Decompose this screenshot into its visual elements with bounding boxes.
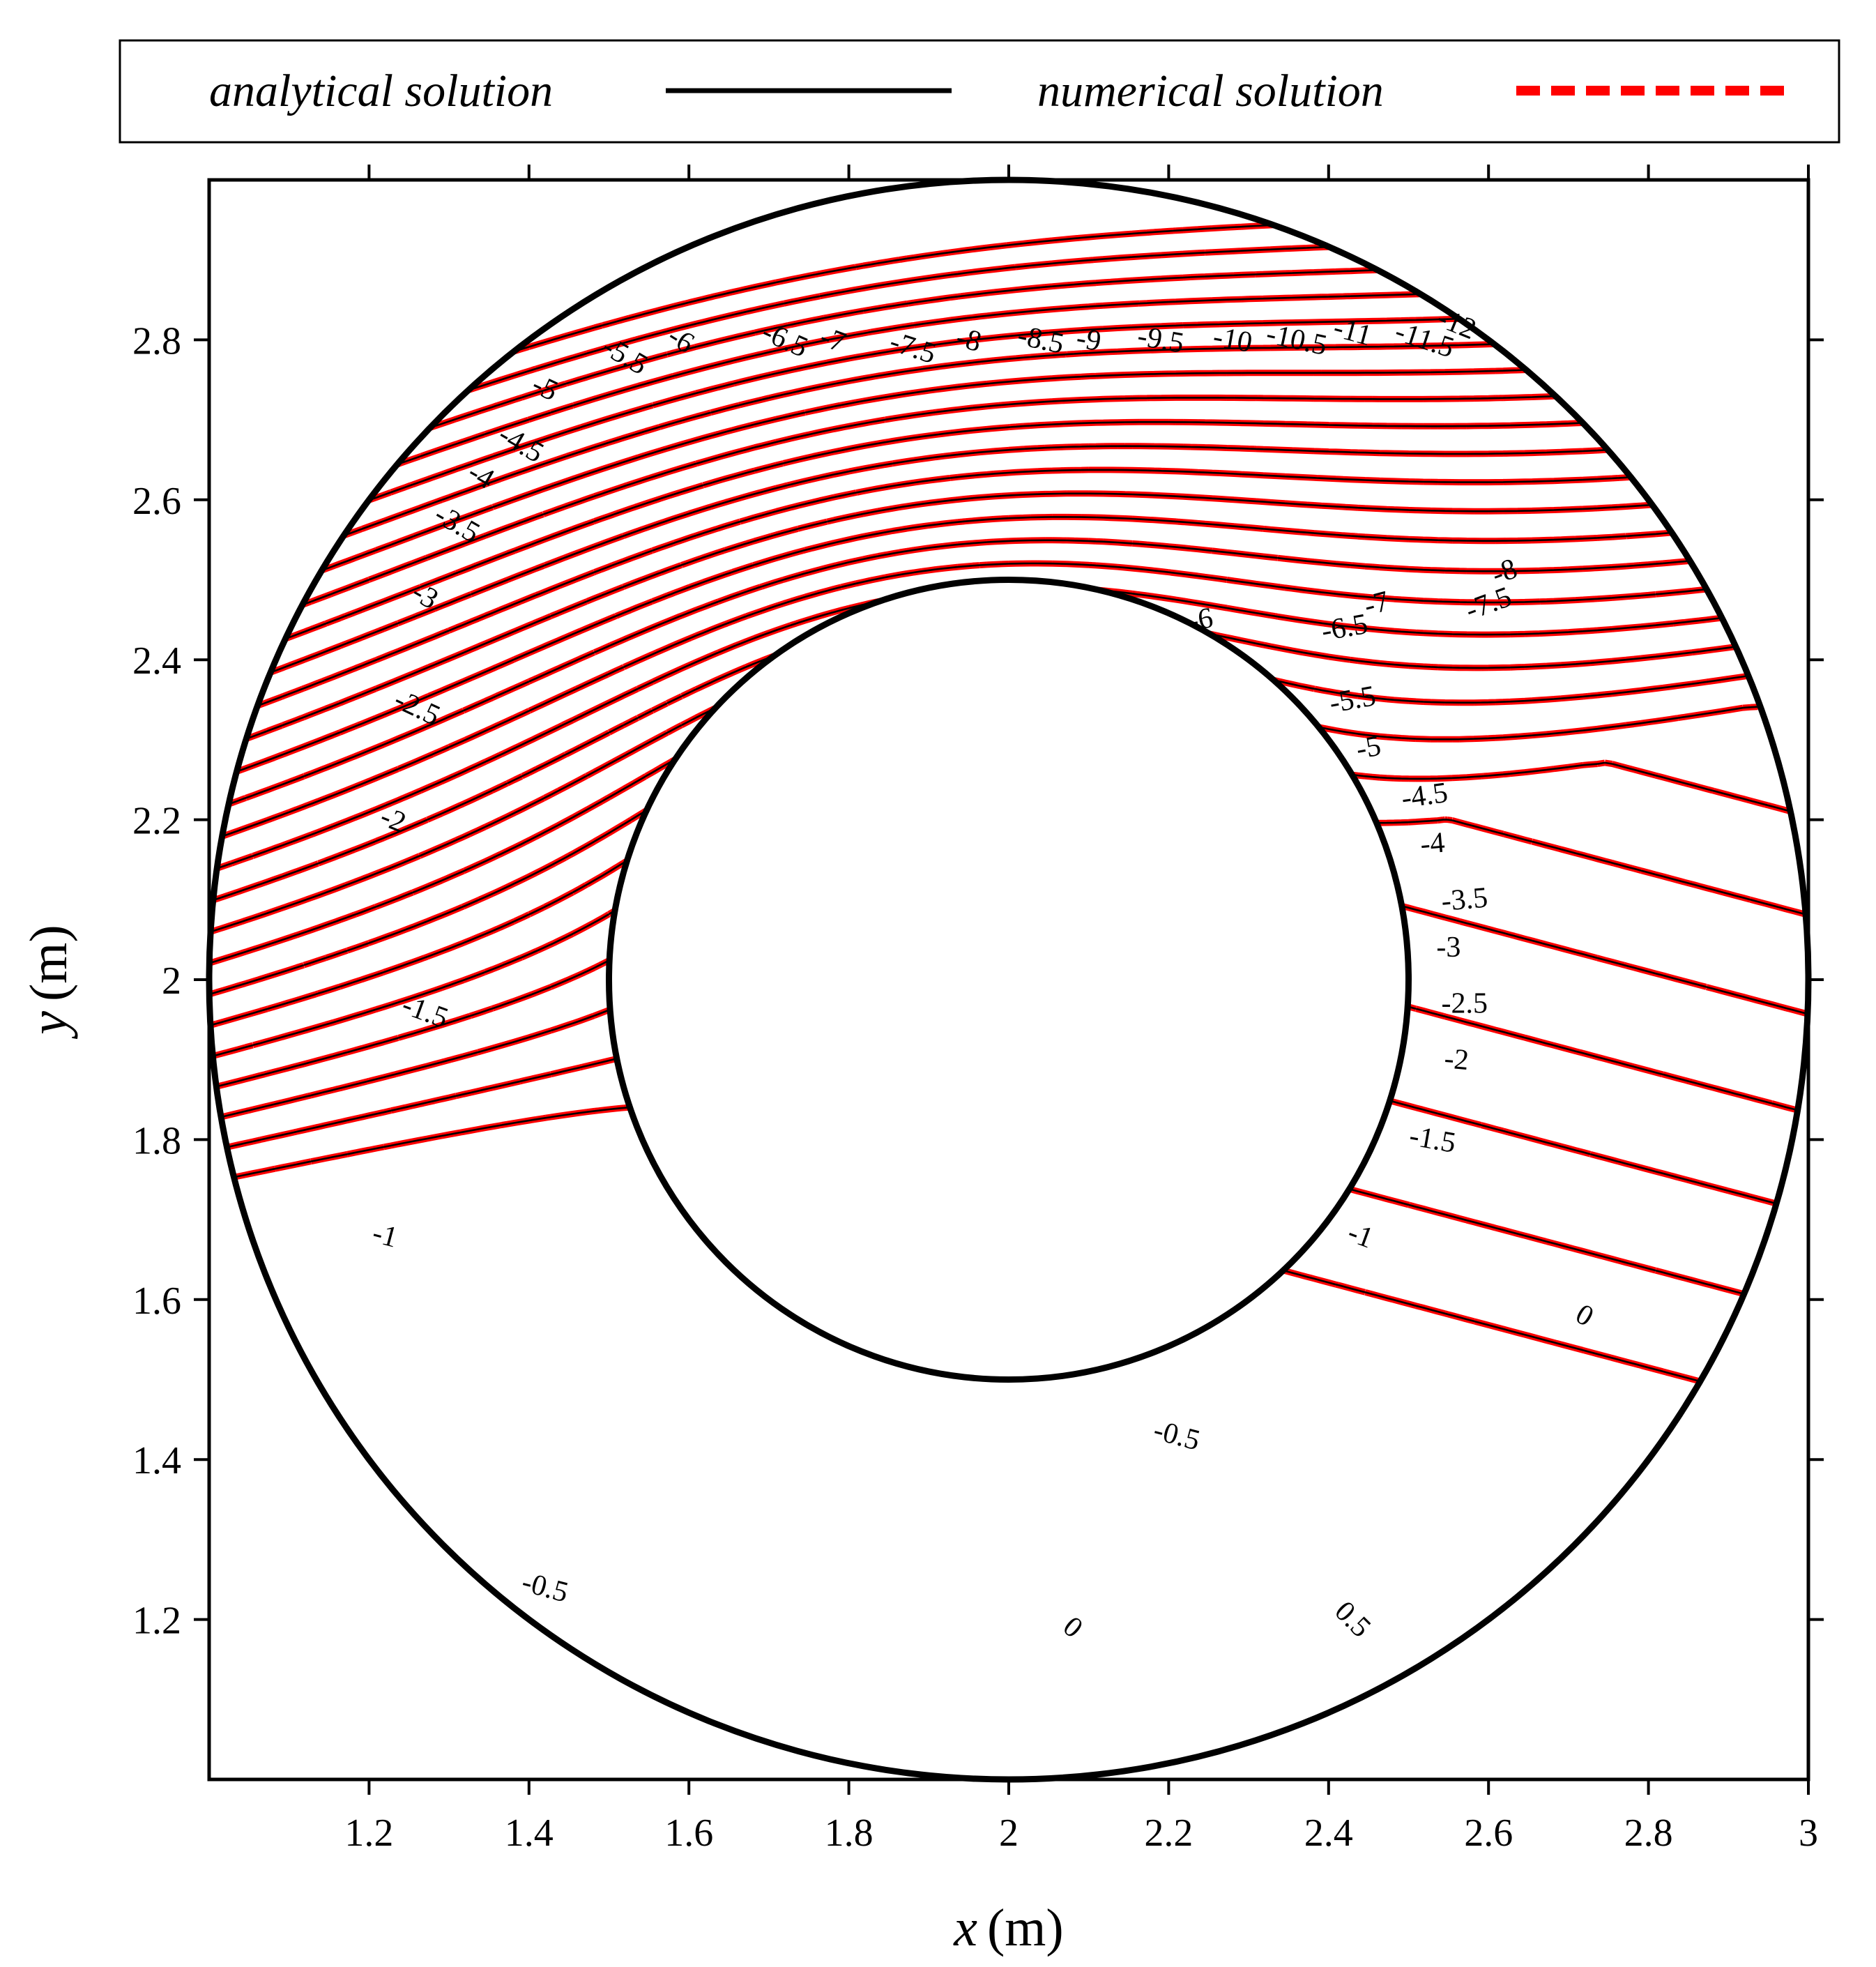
contour-label: -4 — [1419, 827, 1446, 861]
contour-label: -7.5 — [886, 326, 940, 370]
y-tick-label: 1.4 — [132, 1439, 181, 1482]
y-tick-label: 1.8 — [132, 1119, 181, 1162]
y-tick-label: 2 — [162, 959, 181, 1003]
y-axis-var: y — [20, 1011, 78, 1040]
contour-label: -8 — [953, 321, 985, 358]
x-tick-label: 1.8 — [825, 1812, 874, 1855]
contour-label: -8.5 — [1015, 319, 1067, 360]
x-tick-label: 2.2 — [1144, 1812, 1193, 1855]
contour-label: -10 — [1211, 321, 1255, 359]
contour-label: -6 — [1186, 602, 1215, 637]
contour-label: 0.5 — [1328, 1595, 1377, 1644]
legend-label-numerical: numerical solution — [1037, 66, 1384, 116]
contour-label: -3 — [1436, 932, 1461, 964]
x-tick-label: 1.2 — [344, 1812, 393, 1855]
contour-label: -1 — [1343, 1216, 1378, 1254]
x-axis-var: x — [953, 1899, 977, 1957]
x-tick-label: 1.6 — [664, 1812, 713, 1855]
y-axis-title: y (m) — [20, 925, 78, 1039]
contour-label: -1.5 — [1407, 1120, 1458, 1160]
contour-label: -2.5 — [1442, 987, 1488, 1019]
numerical-contour-level — [209, 212, 1808, 481]
y-tick-label: 2.2 — [132, 800, 181, 843]
analytical-contour-level — [209, 267, 1808, 532]
axis-ticks — [194, 165, 1824, 1795]
contour-label: -5.5 — [1327, 680, 1378, 720]
y-tick-label: 2.4 — [132, 639, 181, 683]
contour-label: -1 — [369, 1217, 401, 1254]
x-tick-labels: 1.2 1.4 1.6 1.8 2 2.2 2.4 2.6 2.8 3 — [344, 1812, 1818, 1855]
contour-label: -4.5 — [1399, 777, 1449, 815]
contour-label: -5 — [1354, 730, 1383, 766]
contour-label: -7 — [816, 321, 850, 359]
y-axis-unit: (m) — [20, 925, 78, 1001]
x-tick-label: 1.4 — [505, 1812, 554, 1855]
legend-label-analytical: analytical solution — [209, 66, 553, 116]
contour-label: -0.5 — [519, 1566, 572, 1609]
x-axis-title: x (m) — [953, 1899, 1063, 1957]
analytical-contour-level — [209, 214, 1808, 479]
numerical-contour-level — [209, 238, 1808, 508]
x-tick-label: 2 — [999, 1812, 1019, 1855]
contour-label: -3.5 — [1440, 881, 1489, 918]
x-tick-label: 3 — [1799, 1812, 1818, 1855]
contour-label: -9 — [1074, 322, 1103, 358]
contour-label: -0.5 — [1150, 1414, 1203, 1457]
y-tick-label: 1.6 — [132, 1279, 181, 1323]
contour-label: -9.5 — [1135, 320, 1186, 360]
contour-label: 0 — [1570, 1298, 1599, 1333]
numerical-contour-level — [209, 265, 1808, 534]
y-tick-label: 1.2 — [132, 1600, 181, 1643]
y-tick-labels: 1.2 1.4 1.6 1.8 2 2.2 2.4 2.6 2.8 — [132, 319, 181, 1642]
contour-label: -5 — [527, 368, 563, 407]
y-tick-label: 2.8 — [132, 319, 181, 363]
x-tick-label: 2.4 — [1304, 1812, 1353, 1855]
y-tick-label: 2.6 — [132, 480, 181, 523]
analytical-contour-level — [209, 241, 1808, 506]
contour-label: -2 — [1443, 1042, 1470, 1077]
contour-label: -6.5 — [1319, 608, 1370, 648]
legend: analytical solution numerical solution — [119, 39, 1840, 144]
x-axis-unit: (m) — [987, 1899, 1064, 1957]
contour-label: 0 — [1057, 1611, 1089, 1645]
x-tick-label: 2.6 — [1464, 1812, 1513, 1855]
inner-boundary-circle — [606, 577, 1412, 1383]
x-tick-label: 2.8 — [1624, 1812, 1673, 1855]
contour-label: -1.5 — [398, 989, 452, 1035]
